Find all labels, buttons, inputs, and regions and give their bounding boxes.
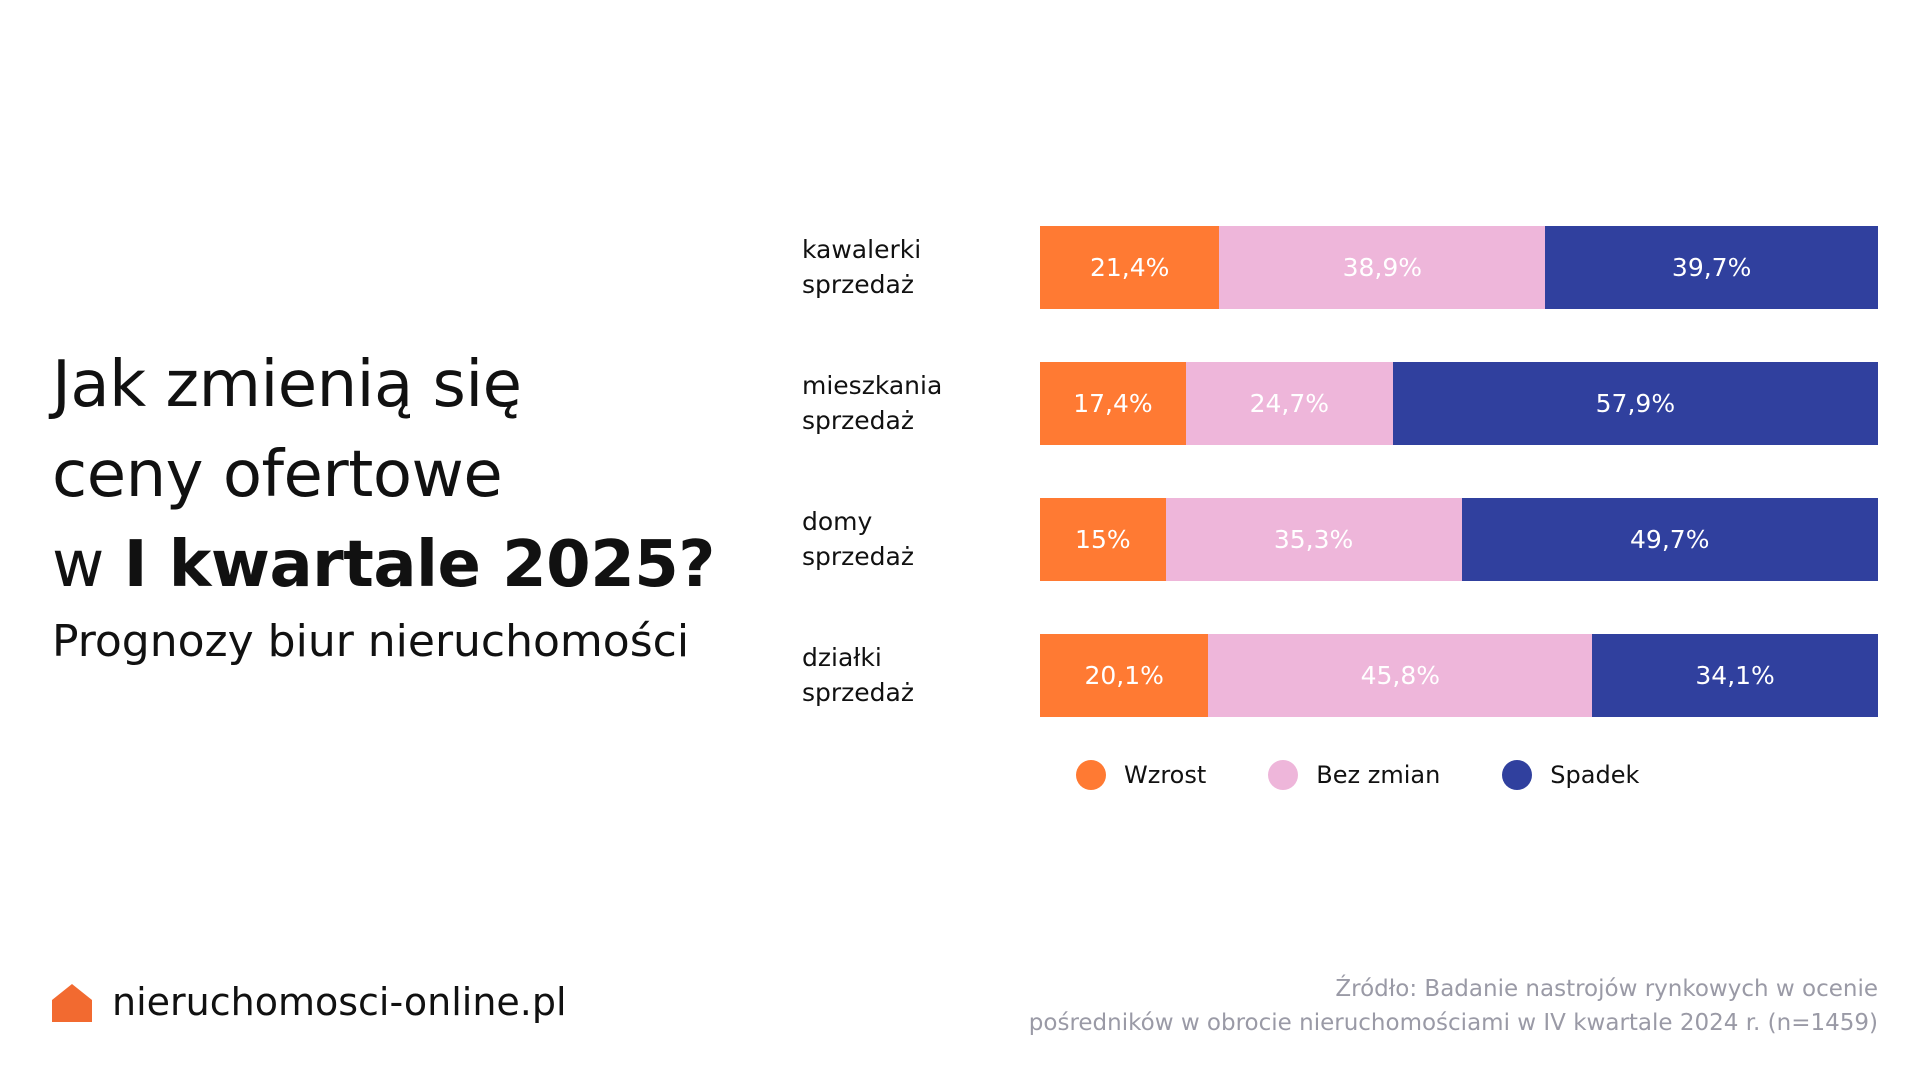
bar-row: 21,4% 38,9% 39,7% <box>1040 226 1878 309</box>
legend-swatch <box>1268 760 1299 790</box>
category-label-line-2: sprzedaż <box>802 542 914 571</box>
bar-row: 15% 35,3% 49,7% <box>1040 498 1878 581</box>
category-label-line-1: działki <box>802 643 882 672</box>
subtitle: Prognozy biur nieruchomości <box>52 616 690 667</box>
brand-logo[interactable]: nieruchomosci-online.pl <box>52 980 567 1024</box>
house-icon <box>52 984 92 1022</box>
category-label-line-1: kawalerki <box>802 235 922 264</box>
data-label: 21,4% <box>1089 253 1170 282</box>
headline-line-1: Jak zmienią się <box>52 348 522 422</box>
bar-row: 17,4% 24,7% 57,9% <box>1040 362 1878 445</box>
category-label: domy sprzedaż <box>802 504 1032 574</box>
category-label-line-2: sprzedaż <box>802 270 914 299</box>
data-label: 17,4% <box>1073 389 1153 418</box>
category-label-line-1: domy <box>802 507 873 536</box>
category-label: działki sprzedaż <box>802 640 1032 710</box>
data-label: 45,8% <box>1360 661 1441 690</box>
bar-segment-bez-zmian: 38,9% <box>1219 226 1546 309</box>
category-label-line-1: mieszkania <box>802 371 943 400</box>
chart-legend: Wzrost Bez zmian Spadek <box>1076 760 1701 790</box>
legend-item-wzrost: Wzrost <box>1076 760 1206 790</box>
bar-segment-wzrost: 15% <box>1040 498 1166 581</box>
bar-segment-bez-zmian: 45,8% <box>1208 634 1593 717</box>
data-label: 49,7% <box>1630 525 1710 554</box>
source-line-2: pośredników w obrocie nieruchomościami w… <box>1028 1010 1878 1036</box>
legend-label: Spadek <box>1550 761 1640 789</box>
bar-segment-bez-zmian: 35,3% <box>1165 498 1462 581</box>
headline-line-3-prefix: w <box>52 528 124 602</box>
legend-item-spadek: Spadek <box>1502 760 1639 790</box>
data-label: 57,9% <box>1595 389 1676 418</box>
legend-label: Bez zmian <box>1316 761 1441 789</box>
legend-item-bez-zmian: Bez zmian <box>1268 760 1440 790</box>
category-label-line-2: sprzedaż <box>802 406 914 435</box>
legend-swatch <box>1076 760 1106 790</box>
bar-segment-spadek: 39,7% <box>1545 226 1878 309</box>
headline-line-3: w I kwartale 2025? <box>52 520 732 610</box>
bar-row: 20,1% 45,8% 34,1% <box>1040 634 1878 717</box>
category-label: kawalerki sprzedaż <box>802 232 1032 302</box>
headline-line-3-bold: I kwartale 2025? <box>123 528 716 602</box>
data-label: 39,7% <box>1671 253 1752 282</box>
data-label: 24,7% <box>1249 389 1329 418</box>
headline: Jak zmienią się ceny ofertowe w I kwarta… <box>52 340 732 610</box>
bar-segment-spadek: 57,9% <box>1392 362 1878 445</box>
bar-segment-bez-zmian: 24,7% <box>1185 362 1393 445</box>
data-label: 34,1% <box>1695 661 1775 690</box>
legend-swatch <box>1502 760 1533 790</box>
bar-segment-wzrost: 21,4% <box>1040 226 1220 309</box>
bar-segment-wzrost: 17,4% <box>1040 362 1186 445</box>
category-label: mieszkania sprzedaż <box>802 368 1032 438</box>
data-label: 15% <box>1075 525 1131 554</box>
headline-line-2: ceny ofertowe <box>52 438 503 512</box>
data-label: 38,9% <box>1342 253 1423 282</box>
bar-segment-wzrost: 20,1% <box>1040 634 1209 717</box>
bar-segment-spadek: 49,7% <box>1461 498 1878 581</box>
bar-segment-spadek: 34,1% <box>1592 634 1878 717</box>
category-label-line-2: sprzedaż <box>802 678 914 707</box>
data-label: 20,1% <box>1084 661 1164 690</box>
legend-label: Wzrost <box>1124 761 1207 789</box>
source-line-1: Źródło: Badanie nastrojów rynkowych w oc… <box>1335 976 1878 1002</box>
source-note: Źródło: Badanie nastrojów rynkowych w oc… <box>1029 972 1878 1040</box>
data-label: 35,3% <box>1273 525 1354 554</box>
brand-name: nieruchomosci-online.pl <box>112 980 567 1024</box>
